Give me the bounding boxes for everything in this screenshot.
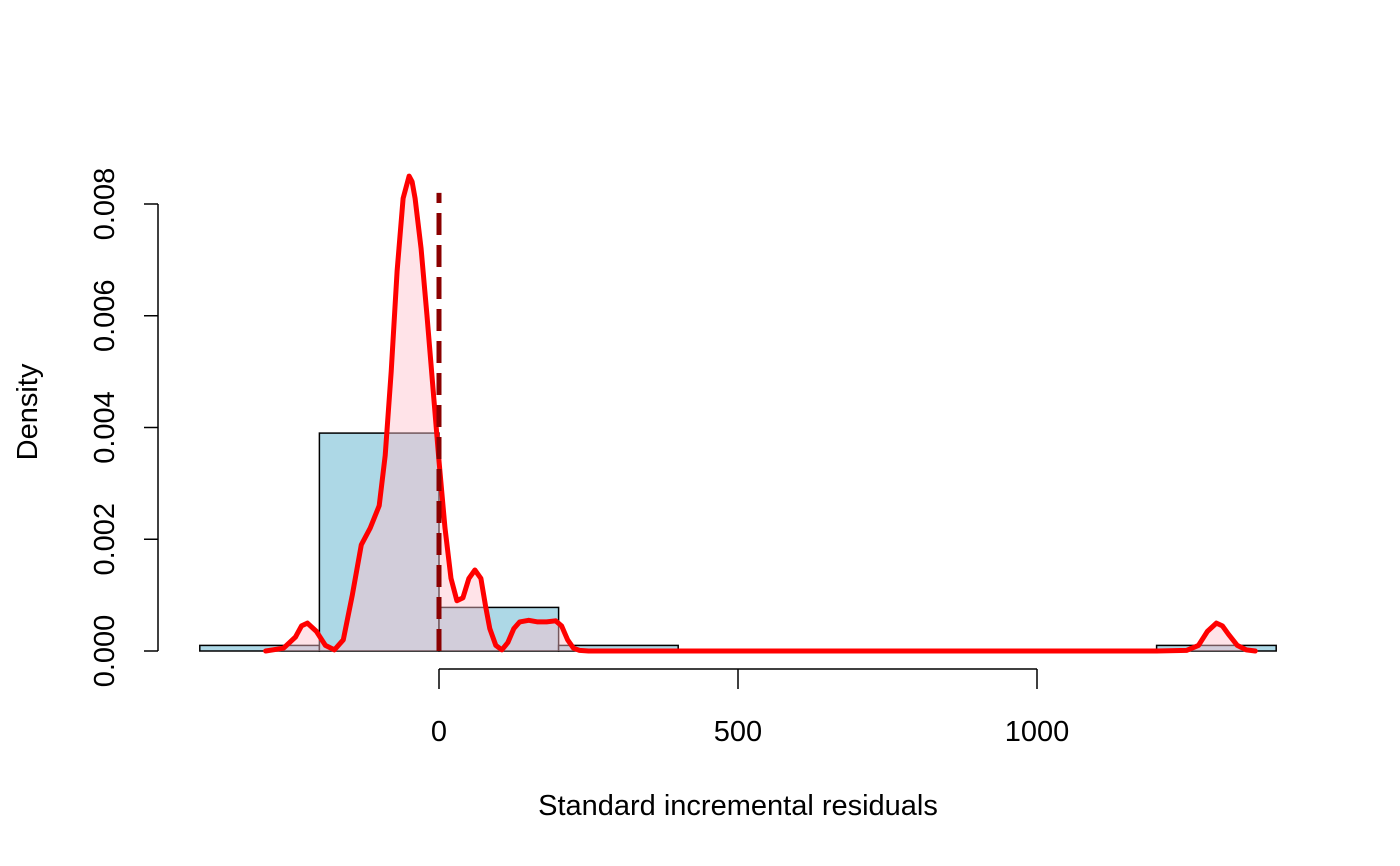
histogram-bar-3 (438, 606, 560, 652)
density-line (263, 173, 1258, 654)
x-axis-title: Standard incremental residuals (538, 790, 938, 822)
y-tick-label: 0.006 (89, 279, 121, 352)
y-axis-title: Density (12, 363, 44, 460)
y-tick-label: 0.000 (89, 615, 121, 688)
density-area (265, 176, 1256, 651)
y-tick-label: 0.004 (89, 391, 121, 464)
y-tick-label: 0.002 (89, 503, 121, 576)
x-tick-label: 0 (431, 716, 447, 748)
histogram-bar-5 (1155, 644, 1277, 652)
y-axis: 0.000 0.002 0.004 0.006 0.008 (89, 168, 159, 688)
x-axis: 0 500 1000 (431, 668, 1070, 748)
density-curve-group (263, 173, 1258, 654)
x-tick-label: 500 (714, 716, 762, 748)
y-tick-label: 0.008 (89, 168, 121, 241)
x-tick-label: 1000 (1005, 716, 1070, 748)
